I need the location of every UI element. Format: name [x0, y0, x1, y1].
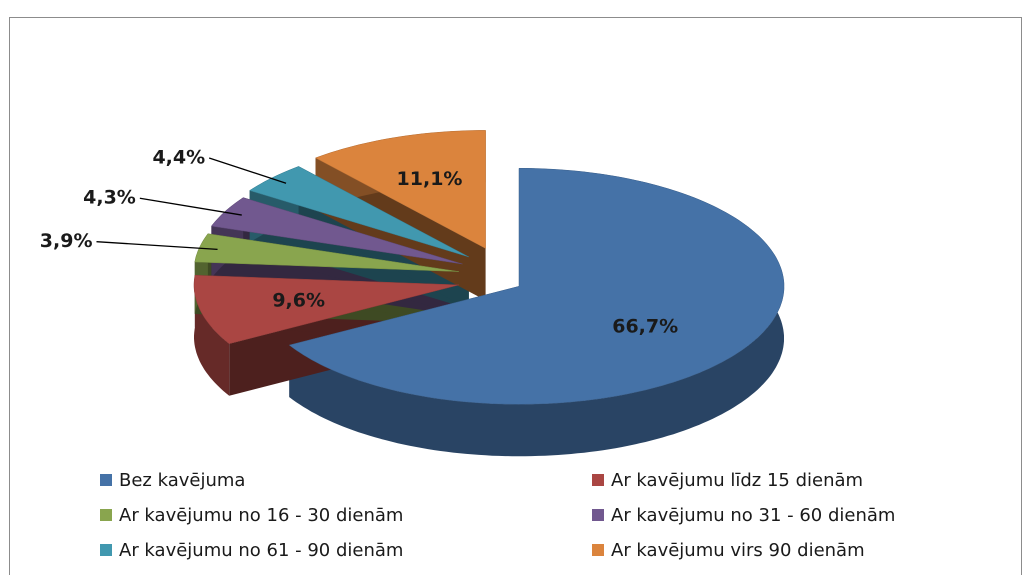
- legend-swatch: [100, 544, 112, 556]
- legend-swatch: [592, 474, 604, 486]
- legend-swatch: [100, 474, 112, 486]
- slice: [193, 274, 460, 344]
- data-label: 66,7%: [612, 315, 678, 337]
- legend-swatch: [592, 509, 604, 521]
- data-label: 4,4%: [152, 146, 205, 168]
- legend-label: Bez kavējuma: [119, 470, 245, 491]
- leader-line: [139, 197, 242, 216]
- slice: [288, 168, 785, 405]
- legend-label: Ar kavējumu līdz 15 dienām: [611, 470, 863, 491]
- slice: [249, 166, 469, 258]
- slice: [314, 130, 486, 249]
- legend-label: Ar kavējumu no 31 - 60 dienām: [611, 505, 895, 526]
- slice-side: [194, 275, 230, 396]
- leader-line: [96, 241, 218, 251]
- legend-label: Ar kavējumu no 16 - 30 dienām: [119, 505, 403, 526]
- slice: [210, 197, 463, 265]
- data-label: 11,1%: [397, 168, 463, 190]
- legend-label: Ar kavējumu no 61 - 90 dienām: [119, 540, 403, 561]
- legend-swatch: [100, 509, 112, 521]
- data-label: 4,3%: [83, 187, 136, 209]
- data-label: 3,9%: [40, 230, 93, 252]
- legend-label: Ar kavējumu virs 90 dienām: [611, 540, 865, 561]
- data-label: 9,6%: [272, 289, 325, 311]
- leader-line: [208, 157, 287, 184]
- legend-swatch: [592, 544, 604, 556]
